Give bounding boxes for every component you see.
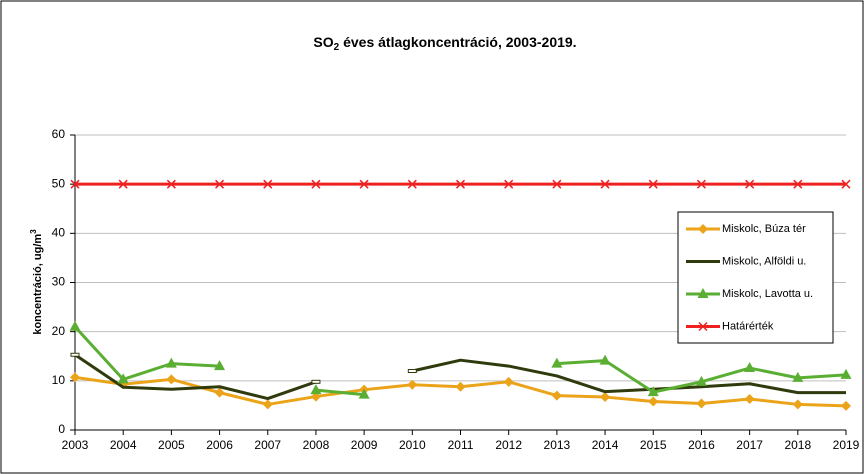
- y-label-text: koncentráció, ug/m: [32, 234, 44, 335]
- marker: [744, 362, 756, 373]
- marker: [744, 394, 755, 405]
- marker: [455, 179, 466, 189]
- y-tick-label: 30: [52, 275, 66, 289]
- marker: [214, 360, 226, 371]
- marker: [551, 390, 562, 401]
- marker: [310, 384, 322, 395]
- x-tick-label: 2017: [736, 438, 763, 452]
- x-tick-label: 2010: [399, 438, 426, 452]
- marker: [698, 224, 708, 234]
- marker: [793, 179, 803, 189]
- marker: [792, 399, 803, 410]
- marker: [263, 179, 273, 189]
- marker: [648, 396, 659, 407]
- marker: [551, 357, 563, 368]
- marker: [262, 399, 273, 410]
- y-label-superscript: 3: [29, 229, 38, 234]
- marker: [214, 387, 225, 398]
- legend-label: Miskolc, Lavotta u.: [722, 288, 813, 300]
- x-tick-label: 2009: [351, 438, 378, 452]
- legend-label: Miskolc, Búza tér: [722, 223, 806, 235]
- series-line: [315, 388, 365, 397]
- marker: [117, 373, 129, 384]
- y-tick-label: 40: [52, 226, 66, 240]
- marker: [696, 398, 707, 409]
- marker: [840, 368, 852, 379]
- marker: [407, 179, 417, 189]
- y-tick-label: 50: [52, 176, 66, 190]
- legend-label: Miskolc, Alföldi u.: [722, 255, 806, 267]
- marker: [648, 179, 658, 189]
- title-text: éves átlagkoncentráció, 2003-2019.: [339, 34, 576, 50]
- y-tick-label: 20: [52, 324, 66, 338]
- y-tick-label: 0: [58, 422, 65, 436]
- marker: [599, 354, 611, 365]
- marker: [841, 179, 851, 189]
- x-tick-label: 2003: [62, 438, 89, 452]
- marker: [359, 179, 369, 189]
- marker: [166, 179, 176, 189]
- y-tick-label: 10: [52, 373, 66, 387]
- marker: [165, 357, 177, 368]
- marker: [600, 179, 610, 189]
- marker: [70, 372, 80, 383]
- marker: [552, 179, 562, 189]
- legend-label: Határérték: [722, 320, 774, 332]
- chart-title: SO2 éves átlagkoncentráció, 2003-2019.: [313, 34, 576, 53]
- marker: [69, 320, 81, 331]
- marker: [792, 371, 804, 382]
- x-tick-label: 2004: [110, 438, 137, 452]
- marker: [407, 369, 417, 373]
- title-text: SO: [313, 34, 333, 50]
- x-tick-label: 2008: [303, 438, 330, 452]
- x-tick-label: 2015: [640, 438, 667, 452]
- x-tick-label: 2005: [158, 438, 185, 452]
- marker: [504, 179, 514, 189]
- series-line: [74, 353, 317, 401]
- marker: [503, 376, 514, 387]
- marker: [70, 179, 80, 189]
- x-tick-label: 2013: [544, 438, 571, 452]
- marker: [647, 386, 659, 397]
- marker: [698, 321, 708, 332]
- y-axis-label: koncentráció, ug/m3: [29, 229, 44, 335]
- x-tick-label: 2016: [688, 438, 715, 452]
- x-tick-label: 2006: [206, 438, 233, 452]
- marker: [697, 288, 709, 298]
- x-tick-label: 2007: [254, 438, 281, 452]
- marker: [215, 179, 225, 189]
- title-subscript: 2: [334, 42, 340, 53]
- marker: [455, 381, 466, 392]
- marker: [841, 400, 851, 411]
- x-tick-label: 2012: [495, 438, 522, 452]
- marker: [600, 392, 611, 403]
- marker: [166, 374, 177, 385]
- x-tick-label: 2011: [448, 438, 474, 452]
- marker: [358, 388, 370, 399]
- marker: [311, 379, 321, 384]
- marker: [745, 179, 755, 189]
- marker: [695, 375, 707, 386]
- marker: [311, 179, 321, 189]
- legend-box: [677, 211, 834, 344]
- marker: [70, 352, 80, 357]
- x-tick-label: 2018: [784, 438, 811, 452]
- series-line: [411, 358, 846, 395]
- x-tick-label: 2014: [592, 438, 619, 452]
- marker: [118, 179, 128, 189]
- series-line: [73, 325, 220, 381]
- y-tick-label: 60: [52, 127, 66, 141]
- x-tick-label: 2019: [833, 438, 860, 452]
- marker: [407, 379, 418, 390]
- marker: [696, 179, 706, 189]
